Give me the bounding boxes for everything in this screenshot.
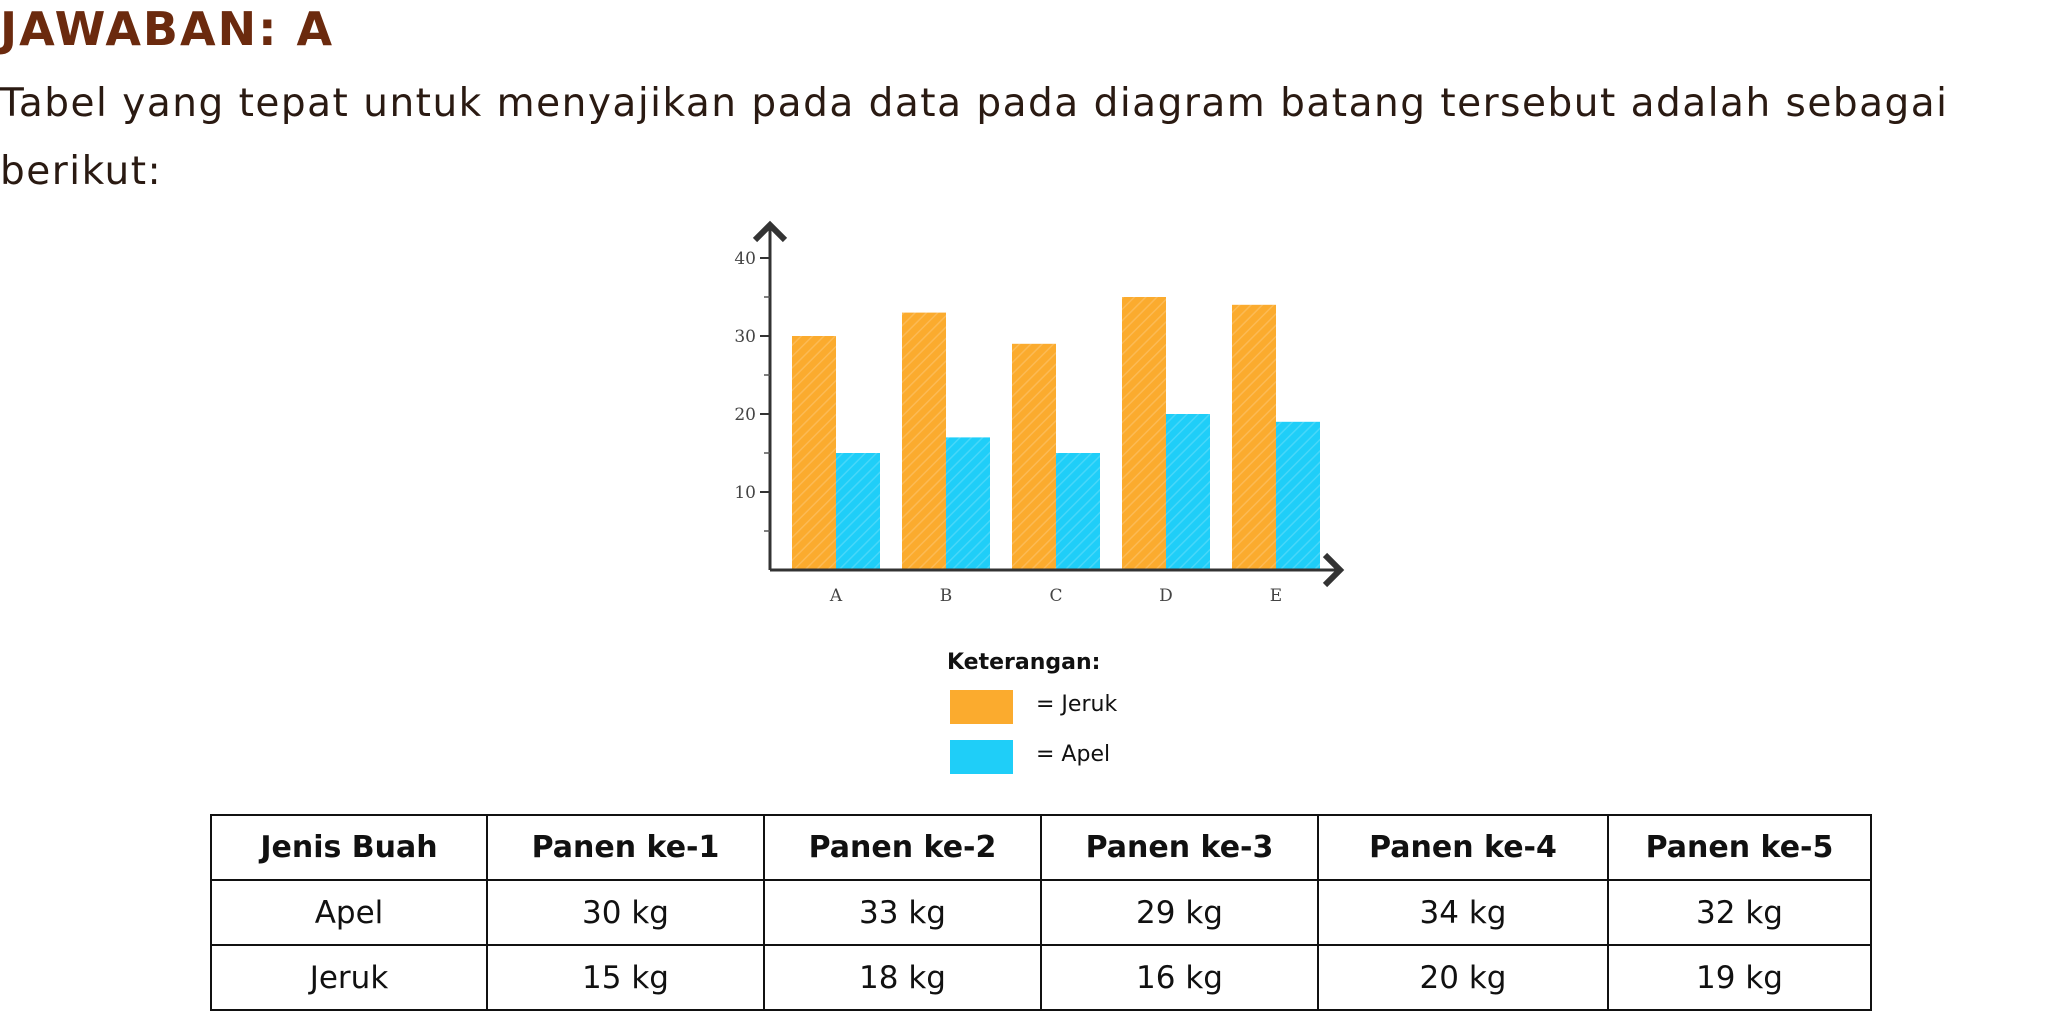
table-cell: 32 kg — [1607, 879, 1872, 946]
table-cell: Apel — [210, 879, 488, 946]
bar-apel-c-texture — [1056, 453, 1100, 570]
bar-jeruk-c-texture — [1012, 343, 1056, 570]
y-tick-label: 40 — [734, 249, 756, 269]
table-cell: 19 kg — [1607, 944, 1872, 1011]
bar-jeruk-b-texture — [902, 312, 946, 570]
table-cell: 29 kg — [1040, 879, 1319, 946]
table-cell: 34 kg — [1317, 879, 1609, 946]
x-tick-label: D — [1159, 586, 1173, 606]
bar-apel-e-texture — [1276, 421, 1320, 570]
bar-apel-d-texture — [1166, 414, 1210, 570]
table-header: Jenis Buah — [210, 814, 488, 881]
table-header: Panen ke-4 — [1317, 814, 1609, 881]
legend-swatch-jeruk — [950, 690, 1013, 724]
table-cell: 33 kg — [763, 879, 1042, 946]
table-header: Panen ke-5 — [1607, 814, 1872, 881]
table-cell: 30 kg — [486, 879, 765, 946]
table-cell: 16 kg — [1040, 944, 1319, 1011]
data-table: Jenis Buah Panen ke-1 Panen ke-2 Panen k… — [210, 814, 1872, 1011]
x-tick-label: B — [940, 586, 953, 606]
legend-label-apel: = Apel — [1036, 742, 1111, 767]
legend-swatch-apel — [950, 740, 1013, 774]
bar-apel-b-texture — [946, 437, 990, 570]
table-cell: 18 kg — [763, 944, 1042, 1011]
legend-title: Keterangan: — [947, 650, 1101, 675]
x-tick-label: C — [1049, 586, 1062, 606]
bar-jeruk-e-texture — [1232, 304, 1276, 570]
table-row: Jeruk 15 kg 18 kg 16 kg 20 kg 19 kg — [210, 944, 1872, 1011]
table-cell: 15 kg — [486, 944, 765, 1011]
bar-apel-a-texture — [836, 453, 880, 570]
x-tick-label: E — [1270, 586, 1282, 606]
legend-label-jeruk: = Jeruk — [1036, 692, 1118, 717]
table-cell: Jeruk — [210, 944, 488, 1011]
y-tick-label: 20 — [734, 405, 756, 425]
y-tick-label: 30 — [734, 327, 756, 347]
table-header-row: Jenis Buah Panen ke-1 Panen ke-2 Panen k… — [210, 814, 1872, 881]
table-header: Panen ke-2 — [763, 814, 1042, 881]
table-row: Apel 30 kg 33 kg 29 kg 34 kg 32 kg — [210, 879, 1872, 946]
answer-heading: JAWABAN: A — [0, 2, 335, 56]
x-tick-label: A — [829, 586, 843, 606]
bar-jeruk-d-texture — [1122, 297, 1166, 570]
table-cell: 20 kg — [1317, 944, 1609, 1011]
bar-jeruk-a-texture — [792, 336, 836, 570]
y-tick-label: 10 — [734, 483, 756, 503]
intro-text: Tabel yang tepat untuk menyajikan pada d… — [0, 81, 1949, 194]
axes-group: A B C D E 10 20 30 40 — [734, 220, 1345, 606]
bar-chart: A B C D E 10 20 30 40 — [734, 220, 1345, 606]
table-header: Panen ke-1 — [486, 814, 765, 881]
table-header: Panen ke-3 — [1040, 814, 1319, 881]
bars-group — [792, 297, 1320, 570]
